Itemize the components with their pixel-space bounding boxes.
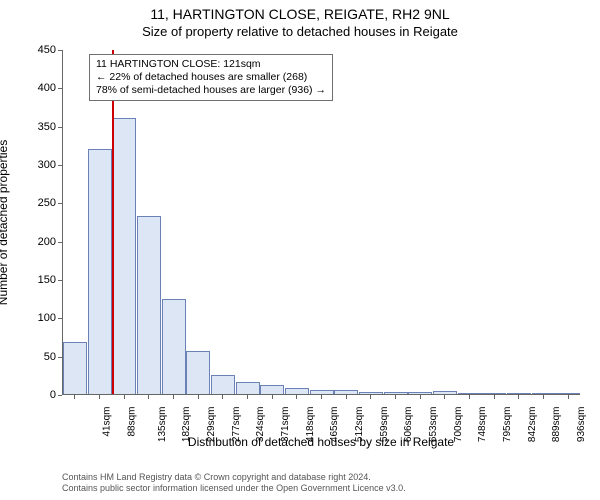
x-tick-mark — [296, 395, 297, 399]
y-tick-mark — [58, 165, 62, 166]
x-tick-mark — [494, 395, 495, 399]
histogram-bar — [359, 392, 383, 394]
x-tick-label: 842sqm — [527, 407, 538, 443]
x-tick-mark — [444, 395, 445, 399]
x-tick-mark — [148, 395, 149, 399]
footer-line: Contains HM Land Registry data © Crown c… — [62, 472, 580, 483]
y-tick-mark — [58, 88, 62, 89]
x-tick-mark — [346, 395, 347, 399]
chart-page: { "chart": { "type": "histogram", "title… — [0, 0, 600, 500]
histogram-bar — [88, 149, 112, 394]
x-tick-label: 41sqm — [102, 407, 113, 437]
x-tick-label: 606sqm — [403, 407, 414, 443]
x-tick-label: 182sqm — [181, 407, 192, 443]
x-tick-label: 324sqm — [255, 407, 266, 443]
x-tick-mark — [370, 395, 371, 399]
histogram-bar — [112, 118, 136, 394]
x-tick-mark — [99, 395, 100, 399]
histogram-bar — [458, 393, 482, 394]
x-tick-label: 135sqm — [157, 407, 168, 443]
y-tick-mark — [58, 127, 62, 128]
histogram-bar — [260, 385, 284, 394]
histogram-bar — [334, 390, 358, 394]
x-tick-mark — [321, 395, 322, 399]
x-tick-mark — [74, 395, 75, 399]
x-tick-mark — [173, 395, 174, 399]
x-tick-label: 88sqm — [127, 407, 138, 437]
histogram-bar — [532, 393, 556, 394]
histogram-bar — [482, 393, 506, 394]
x-tick-label: 418sqm — [305, 407, 316, 443]
y-tick-label: 100 — [16, 312, 56, 324]
y-tick-mark — [58, 280, 62, 281]
x-tick-mark — [395, 395, 396, 399]
y-tick-label: 50 — [16, 351, 56, 363]
y-tick-label: 0 — [16, 389, 56, 401]
footer: Contains HM Land Registry data © Crown c… — [62, 472, 580, 495]
histogram-bar — [507, 393, 531, 394]
histogram-bar — [236, 382, 260, 394]
y-axis-label: Number of detached properties — [0, 50, 10, 395]
x-tick-mark — [222, 395, 223, 399]
x-tick-mark — [469, 395, 470, 399]
annotation-box: 11 HARTINGTON CLOSE: 121sqm ← 22% of det… — [89, 54, 333, 101]
histogram-bar — [63, 342, 87, 394]
chart-title: 11, HARTINGTON CLOSE, REIGATE, RH2 9NL — [0, 6, 600, 22]
x-tick-label: 512sqm — [354, 407, 365, 443]
y-tick-label: 150 — [16, 274, 56, 286]
histogram-bar — [310, 390, 334, 394]
annotation-line: 78% of semi-detached houses are larger (… — [96, 84, 326, 97]
x-tick-label: 229sqm — [206, 407, 217, 443]
y-tick-mark — [58, 395, 62, 396]
histogram-bar — [211, 375, 235, 394]
histogram-bar — [137, 216, 161, 394]
histogram-bar — [162, 299, 186, 394]
histogram-bar — [556, 393, 580, 394]
x-tick-label: 371sqm — [280, 407, 291, 443]
x-tick-label: 465sqm — [329, 407, 340, 443]
x-tick-mark — [272, 395, 273, 399]
x-tick-label: 795sqm — [502, 407, 513, 443]
x-tick-label: 653sqm — [428, 407, 439, 443]
x-tick-mark — [198, 395, 199, 399]
x-tick-label: 559sqm — [379, 407, 390, 443]
x-tick-mark — [420, 395, 421, 399]
y-tick-label: 450 — [16, 44, 56, 56]
x-tick-label: 277sqm — [231, 407, 242, 443]
x-tick-label: 748sqm — [477, 407, 488, 443]
x-tick-label: 936sqm — [576, 407, 587, 443]
annotation-line: 11 HARTINGTON CLOSE: 121sqm — [96, 58, 326, 71]
plot-area: 11 HARTINGTON CLOSE: 121sqm ← 22% of det… — [62, 50, 580, 395]
x-tick-mark — [543, 395, 544, 399]
x-tick-mark — [247, 395, 248, 399]
y-tick-label: 400 — [16, 82, 56, 94]
y-tick-label: 250 — [16, 197, 56, 209]
y-tick-label: 300 — [16, 159, 56, 171]
histogram-bar — [285, 388, 309, 394]
x-tick-mark — [568, 395, 569, 399]
y-tick-mark — [58, 357, 62, 358]
histogram-bar — [433, 391, 457, 394]
x-tick-mark — [124, 395, 125, 399]
x-tick-mark — [518, 395, 519, 399]
y-tick-label: 200 — [16, 236, 56, 248]
y-tick-mark — [58, 203, 62, 204]
y-tick-mark — [58, 318, 62, 319]
y-tick-label: 350 — [16, 121, 56, 133]
annotation-line: ← 22% of detached houses are smaller (26… — [96, 71, 326, 84]
histogram-bar — [408, 392, 432, 394]
x-tick-label: 889sqm — [551, 407, 562, 443]
y-tick-mark — [58, 50, 62, 51]
x-tick-label: 700sqm — [453, 407, 464, 443]
histogram-bar — [186, 351, 210, 394]
footer-line: Contains public sector information licen… — [62, 483, 580, 494]
y-tick-mark — [58, 242, 62, 243]
chart-subtitle: Size of property relative to detached ho… — [0, 24, 600, 39]
marker-line — [112, 50, 114, 394]
histogram-bar — [384, 392, 408, 394]
